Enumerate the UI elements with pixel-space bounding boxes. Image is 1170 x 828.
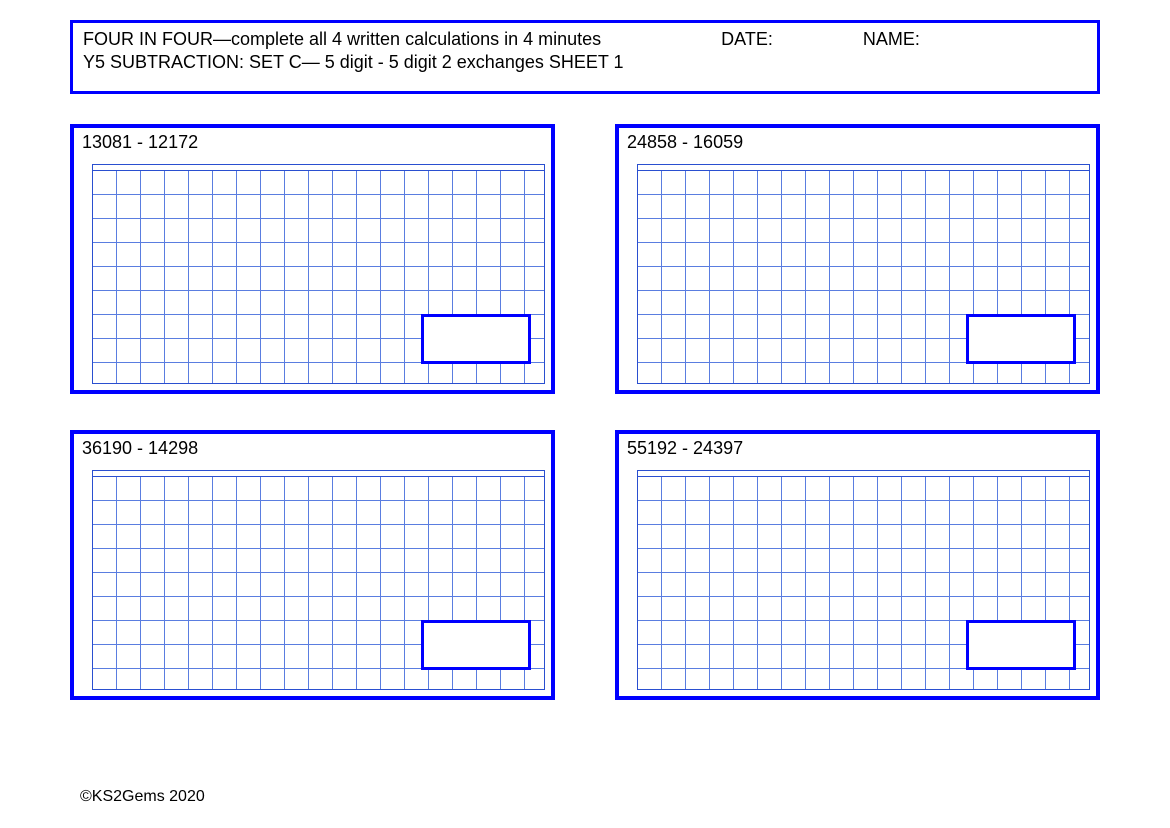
problem-expression: 13081 - 12172 bbox=[74, 128, 551, 155]
date-label: DATE: bbox=[721, 29, 773, 50]
problem-box-2: 24858 - 16059 bbox=[615, 124, 1100, 394]
answer-box[interactable] bbox=[966, 620, 1076, 670]
worksheet-page: FOUR IN FOUR—complete all 4 written calc… bbox=[0, 0, 1170, 710]
problem-box-4: 55192 - 24397 bbox=[615, 430, 1100, 700]
name-label: NAME: bbox=[863, 29, 920, 50]
problem-expression: 24858 - 16059 bbox=[619, 128, 1096, 155]
problem-box-1: 13081 - 12172 bbox=[70, 124, 555, 394]
problem-expression: 36190 - 14298 bbox=[74, 434, 551, 461]
header-row: FOUR IN FOUR—complete all 4 written calc… bbox=[83, 29, 1087, 50]
problem-box-3: 36190 - 14298 bbox=[70, 430, 555, 700]
header-box: FOUR IN FOUR—complete all 4 written calc… bbox=[70, 20, 1100, 94]
problems-grid: 13081 - 12172 24858 - 16059 36190 - 1429… bbox=[70, 124, 1100, 700]
answer-box[interactable] bbox=[966, 314, 1076, 364]
answer-box[interactable] bbox=[421, 620, 531, 670]
footer-copyright: ©KS2Gems 2020 bbox=[80, 788, 205, 806]
problem-expression: 55192 - 24397 bbox=[619, 434, 1096, 461]
header-subtitle: Y5 SUBTRACTION: SET C— 5 digit - 5 digit… bbox=[83, 52, 1087, 73]
header-title: FOUR IN FOUR—complete all 4 written calc… bbox=[83, 29, 601, 50]
answer-box[interactable] bbox=[421, 314, 531, 364]
